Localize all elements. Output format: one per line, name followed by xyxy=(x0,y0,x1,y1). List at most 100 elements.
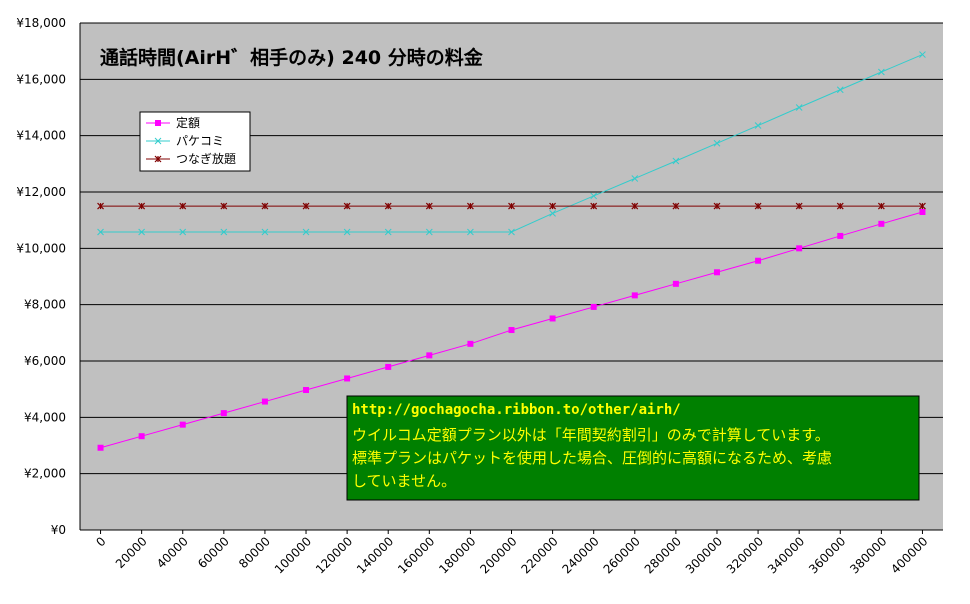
legend-entry: つなぎ放題 xyxy=(146,151,236,166)
x-tick-label: 200000 xyxy=(477,534,519,576)
x-tick-label: 100000 xyxy=(272,534,314,576)
legend-entry: 定額 xyxy=(146,115,200,130)
data-point xyxy=(467,340,474,347)
data-point xyxy=(795,202,803,210)
data-point xyxy=(508,228,515,236)
legend-label: つなぎ放題 xyxy=(176,151,236,166)
y-tick-label: ¥8,000 xyxy=(24,298,66,312)
data-point xyxy=(919,51,926,58)
data-point xyxy=(343,202,351,210)
x-tick-label: 20000 xyxy=(113,534,150,571)
y-tick-label: ¥18,000 xyxy=(16,16,66,30)
data-point xyxy=(97,444,104,451)
data-point xyxy=(631,175,639,182)
data-point xyxy=(836,86,844,94)
data-point xyxy=(713,202,721,210)
data-point xyxy=(97,228,104,236)
data-point xyxy=(384,202,392,210)
data-point xyxy=(155,120,161,126)
y-axis-ticks: ¥0 ¥2,000 ¥4,000 ¥6,000 ¥8,000 ¥10,000 ¥12,000… xyxy=(16,16,66,537)
y-tick-label: ¥10,000 xyxy=(16,241,66,255)
data-point xyxy=(755,257,762,264)
x-tick-label: 260000 xyxy=(601,534,643,576)
x-tick-label: 340000 xyxy=(765,534,807,576)
data-point xyxy=(261,228,269,236)
data-point xyxy=(303,387,310,394)
data-point xyxy=(138,433,145,440)
data-point xyxy=(549,202,557,210)
x-tick-label: 360000 xyxy=(806,534,848,576)
legend-label: 定額 xyxy=(176,115,200,130)
data-point xyxy=(426,352,433,359)
data-point xyxy=(796,245,803,252)
annotation-background xyxy=(346,395,920,501)
data-point xyxy=(672,280,679,287)
data-point xyxy=(138,202,146,210)
data-point xyxy=(672,157,680,165)
x-tick-label: 0 xyxy=(93,534,108,549)
data-point xyxy=(385,363,392,370)
legend-label: パケコミ xyxy=(176,134,224,148)
annotation-line-2: 標準プランはパケットを使用した場合、圧倒的に高額になるため、考慮 xyxy=(352,449,832,467)
x-axis-ticks: 0 20000 40000 60000 800001000001200001400001… xyxy=(93,530,931,577)
annotation-line-1: ウイルコム定額プラン以外は「年間契約割引」のみで計算しています。 xyxy=(352,426,830,444)
annotation-box: http://gochagocha.ribbon.to/other/airh/ … xyxy=(346,395,920,501)
x-tick-label: 320000 xyxy=(724,534,766,576)
x-tick-label: 240000 xyxy=(560,534,602,576)
x-tick-label: 120000 xyxy=(313,534,355,576)
data-point xyxy=(878,68,885,76)
data-point xyxy=(261,202,269,210)
data-point xyxy=(549,210,556,217)
annotation-url: http://gochagocha.ribbon.to/other/airh/ xyxy=(352,402,681,418)
y-tick-label: ¥6,000 xyxy=(24,354,66,368)
data-point xyxy=(220,202,228,210)
data-point xyxy=(590,192,598,200)
data-point xyxy=(97,202,104,210)
x-tick-label: 300000 xyxy=(683,534,725,576)
data-point xyxy=(343,228,351,236)
data-point xyxy=(179,421,186,428)
data-point xyxy=(261,398,268,405)
data-point xyxy=(919,208,926,215)
data-point xyxy=(508,327,515,334)
x-tick-label: 60000 xyxy=(195,534,232,571)
y-tick-label: ¥14,000 xyxy=(16,129,66,143)
data-point xyxy=(713,139,721,147)
data-point xyxy=(466,202,474,210)
data-point xyxy=(590,303,597,310)
data-point xyxy=(302,228,310,236)
y-tick-label: ¥2,000 xyxy=(24,467,66,481)
data-point xyxy=(302,202,310,210)
data-point xyxy=(220,410,227,417)
data-point xyxy=(877,202,885,210)
data-point xyxy=(795,104,803,111)
data-point xyxy=(508,202,515,210)
data-point xyxy=(220,228,228,236)
data-point xyxy=(179,202,187,210)
data-point xyxy=(631,292,638,299)
data-point xyxy=(878,220,885,227)
data-point xyxy=(754,202,762,210)
x-tick-label: 380000 xyxy=(847,534,889,576)
data-point xyxy=(344,375,351,382)
data-point xyxy=(384,228,392,236)
x-tick-label: 280000 xyxy=(642,534,684,576)
x-tick-label: 80000 xyxy=(236,534,273,571)
y-tick-label: ¥12,000 xyxy=(16,185,66,199)
data-point xyxy=(713,269,720,276)
chart-title: 通話時間(AirH゛相手のみ) 240 分時の料金 xyxy=(100,46,484,69)
data-point xyxy=(837,232,844,239)
data-point xyxy=(138,228,145,236)
y-tick-label: ¥16,000 xyxy=(16,72,66,86)
data-point xyxy=(154,137,162,145)
data-point xyxy=(154,155,162,163)
data-point xyxy=(425,202,433,210)
x-tick-label: 400000 xyxy=(888,534,930,576)
data-point xyxy=(467,228,474,236)
data-point xyxy=(919,202,926,210)
data-point xyxy=(425,228,433,236)
data-point xyxy=(549,315,556,322)
y-tick-label: ¥0 xyxy=(51,523,66,537)
